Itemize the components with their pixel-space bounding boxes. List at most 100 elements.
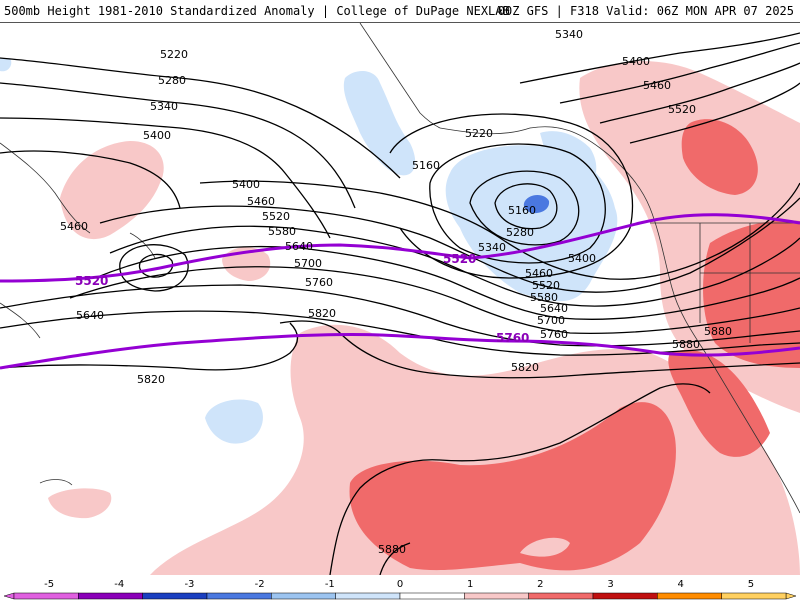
colorbar-segment <box>78 592 143 600</box>
neg-anomaly-bering <box>343 71 416 176</box>
contour-low-alaska-5160-inner <box>494 183 558 230</box>
colorbar-segment <box>13 592 79 600</box>
contour-low-alaska-5340 <box>389 113 634 279</box>
coast-north-america <box>439 126 800 514</box>
contour-label: 5760 <box>540 328 568 341</box>
contour-label: 5400 <box>568 252 596 265</box>
contour-5700-c <box>0 284 800 347</box>
highlight-labels: 5520 5520 5760 <box>75 252 529 345</box>
colorbar-tick-label: -4 <box>114 579 124 590</box>
contour-label: 5700 <box>294 257 322 270</box>
colorbar-tick-label: 4 <box>678 579 684 590</box>
contour-5880-sw <box>379 542 411 575</box>
contour-5280-north <box>0 82 356 209</box>
coast-islands <box>129 232 156 259</box>
neg-anomaly-alaska-low <box>445 145 618 302</box>
colorbar-tick-label: 2 <box>537 579 543 590</box>
highlight-label: 5520 <box>75 274 108 288</box>
colorbar-tick-label: -1 <box>325 579 335 590</box>
coast-alaska-west <box>359 23 441 129</box>
contour-label: 5700 <box>537 314 565 327</box>
neg-anomaly-south <box>205 399 263 444</box>
pos-anomaly-canada-strong <box>703 220 800 368</box>
pos-anomaly-north-strong <box>681 119 758 195</box>
contour-5520-c <box>109 225 800 307</box>
coastlines <box>0 23 800 514</box>
pos-anomaly-pacific-left <box>48 488 112 519</box>
header-bar: 500mb Height 1981-2010 Standardized Anom… <box>0 0 800 23</box>
contour-label: 5640 <box>285 240 313 253</box>
map-title: 500mb Height 1981-2010 Standardized Anom… <box>4 4 510 18</box>
contour-labels: 5340 5400 5460 5520 5220 5280 5340 5400 … <box>60 28 732 556</box>
contour-label: 5460 <box>247 195 275 208</box>
contour-label: 5400 <box>232 178 260 191</box>
contour-5400-west <box>0 150 181 209</box>
pos-anomaly-california-strong <box>668 349 770 457</box>
colorbar-segment <box>335 592 401 600</box>
contour-label: 5460 <box>643 79 671 92</box>
contour-5340-ne <box>519 32 800 84</box>
colorbar-tick-label: -3 <box>184 579 194 590</box>
contour-label: 5760 <box>305 276 333 289</box>
contour-label: 5340 <box>478 241 506 254</box>
colorbar-segment <box>657 592 722 600</box>
colorbar-tick-label: -2 <box>255 579 265 590</box>
contour-label: 5160 <box>508 204 536 217</box>
contour-label: 5820 <box>137 373 165 386</box>
colorbar-tick-label: 1 <box>467 579 473 590</box>
contour-label: 5340 <box>555 28 583 41</box>
coast-asia-south <box>0 302 41 339</box>
contour-5460-ne <box>599 62 800 124</box>
model-run-label: 00Z GFS | F318 Valid: 06Z MON APR 07 202… <box>497 4 794 18</box>
anomaly-map: 5340 5400 5460 5520 5220 5280 5340 5400 … <box>0 23 800 575</box>
contour-5880-south <box>329 383 711 575</box>
contour-5220-north <box>0 57 401 179</box>
highlight-5760 <box>0 333 800 370</box>
contour-label: 5880 <box>672 338 700 351</box>
colorbar-segment <box>464 592 529 600</box>
contour-low-alaska-5280 <box>429 143 606 264</box>
highlight-5520 <box>0 213 800 283</box>
highlight-contours <box>0 213 800 370</box>
contour-label: 5640 <box>540 302 568 315</box>
contour-label: 5820 <box>308 307 336 320</box>
contour-label: 5280 <box>506 226 534 239</box>
contour-5640-c <box>69 266 800 334</box>
contour-low-alaska-5220 <box>469 170 580 246</box>
contour-5580-c <box>94 245 800 320</box>
contour-label: 5160 <box>412 159 440 172</box>
colorbar-segment <box>271 592 336 600</box>
colorbar-segment <box>206 592 272 600</box>
contour-label: 5880 <box>378 543 406 556</box>
contour-label: 5520 <box>668 103 696 116</box>
contour-label: 5280 <box>158 74 186 87</box>
colorbar-min-arrow <box>3 592 15 600</box>
contour-label: 5220 <box>160 48 188 61</box>
contour-label: 5580 <box>530 291 558 304</box>
contour-label: 5340 <box>150 100 178 113</box>
contour-label: 5460 <box>60 220 88 233</box>
contour-label: 5880 <box>704 325 732 338</box>
colorbar-segment <box>592 592 658 600</box>
contour-label: 5580 <box>268 225 296 238</box>
highlight-label: 5760 <box>496 331 529 345</box>
colorbar-tick-label: 0 <box>397 579 403 590</box>
contour-5820-loop <box>279 320 800 379</box>
coast-hawaii <box>39 479 73 486</box>
colorbar-segment <box>142 592 208 600</box>
neg-anomaly-core <box>523 195 550 214</box>
contour-label: 5400 <box>622 55 650 68</box>
highlight-label: 5520 <box>443 252 476 266</box>
coast-asia <box>0 142 91 234</box>
colorbar-max-arrow <box>785 592 797 600</box>
neg-anomaly-panhandle <box>540 131 597 188</box>
contour-5820-west <box>0 322 299 371</box>
contour-label: 5820 <box>511 361 539 374</box>
contour-label: 5520 <box>262 210 290 223</box>
colorbar-segment <box>399 592 465 600</box>
contour-5400-ne <box>559 42 800 104</box>
pos-anomaly-pacific-strong <box>349 402 676 571</box>
contour-low-west-outer <box>119 244 189 292</box>
contour-label: 5640 <box>76 309 104 322</box>
colorbar-segment <box>721 592 787 600</box>
